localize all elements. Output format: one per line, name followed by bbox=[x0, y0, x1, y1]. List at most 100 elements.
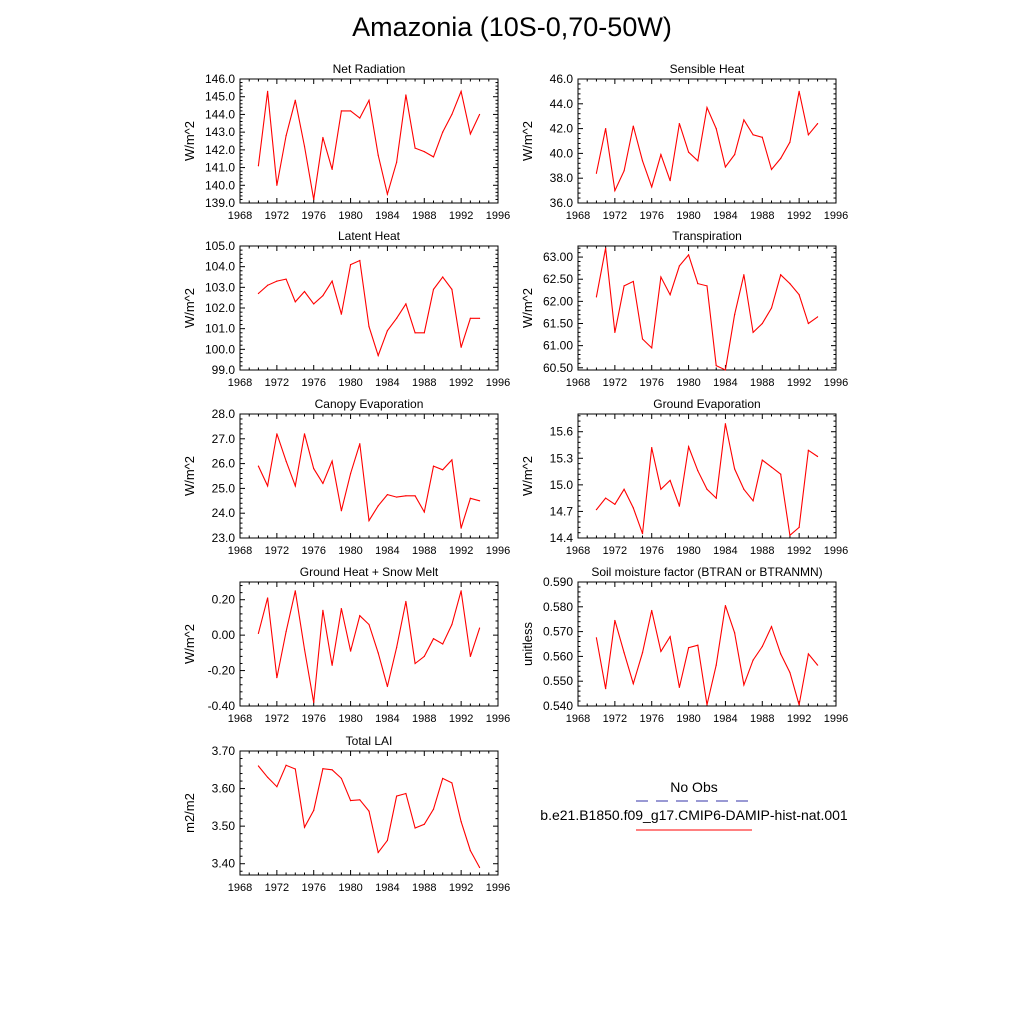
data-point bbox=[442, 131, 444, 133]
y-tick-label: 24.0 bbox=[212, 506, 236, 520]
data-point bbox=[285, 278, 287, 280]
data-point bbox=[743, 684, 745, 686]
data-point bbox=[451, 113, 453, 116]
data-point bbox=[651, 447, 653, 449]
data-point bbox=[303, 290, 306, 293]
data-point bbox=[641, 338, 644, 340]
data-point bbox=[294, 768, 296, 770]
y-tick-label: 99.0 bbox=[212, 363, 236, 377]
x-tick-label: 1968 bbox=[566, 210, 590, 222]
data-point bbox=[706, 106, 708, 109]
panel-title: Ground Heat + Snow Melt bbox=[300, 565, 439, 579]
data-point bbox=[478, 113, 481, 116]
data-point bbox=[789, 141, 791, 143]
plot-frame bbox=[577, 78, 837, 204]
data-point bbox=[614, 503, 616, 505]
data-point bbox=[414, 662, 416, 665]
x-tick-label: 1984 bbox=[713, 210, 737, 222]
x-tick-label: 1980 bbox=[676, 377, 700, 389]
data-point bbox=[789, 283, 791, 285]
data-point bbox=[780, 157, 782, 159]
data-point bbox=[322, 295, 324, 297]
x-tick-label: 1980 bbox=[338, 882, 362, 894]
panel-ground-heat-snow-melt: Ground Heat + Snow Melt 1968 1972 1976 1980 1… bbox=[182, 565, 510, 725]
x-tick-label: 1988 bbox=[412, 713, 436, 725]
x-tick-label: 1992 bbox=[449, 713, 473, 725]
data-point bbox=[257, 165, 260, 167]
x-tick-label: 1972 bbox=[265, 377, 289, 389]
data-point bbox=[257, 765, 260, 767]
data-point bbox=[697, 644, 699, 646]
data-point bbox=[678, 505, 680, 507]
data-point bbox=[807, 449, 809, 451]
data-point bbox=[405, 303, 407, 305]
data-point bbox=[669, 635, 671, 638]
x-tick-label: 1988 bbox=[750, 210, 774, 222]
x-tick-label: 1980 bbox=[338, 377, 362, 389]
data-point bbox=[761, 136, 763, 138]
y-tick-label: 60.50 bbox=[543, 361, 573, 375]
data-point bbox=[257, 465, 260, 467]
data-point bbox=[442, 469, 444, 471]
data-point bbox=[715, 128, 717, 130]
data-point bbox=[340, 110, 342, 112]
plot-frame bbox=[577, 581, 837, 707]
x-tick-label: 1992 bbox=[787, 210, 811, 222]
data-point bbox=[752, 500, 754, 502]
data-point bbox=[743, 119, 745, 121]
data-point bbox=[414, 147, 416, 149]
data-point bbox=[276, 677, 278, 679]
data-point bbox=[386, 839, 389, 842]
data-point bbox=[405, 495, 407, 497]
data-point bbox=[349, 650, 352, 652]
data-point bbox=[377, 851, 379, 854]
data-point bbox=[349, 110, 352, 112]
y-tick-label: 102.0 bbox=[205, 301, 235, 315]
data-point bbox=[396, 317, 398, 319]
data-point bbox=[257, 632, 260, 634]
x-tick-label: 1988 bbox=[750, 377, 774, 389]
x-tick-label: 1984 bbox=[713, 545, 737, 557]
y-tick-label: 36.0 bbox=[550, 196, 574, 210]
data-point bbox=[331, 460, 333, 462]
y-tick-label: 14.7 bbox=[550, 504, 574, 518]
x-tick-label: 1996 bbox=[824, 210, 848, 222]
x-tick-label: 1972 bbox=[265, 545, 289, 557]
x-tick-label: 1984 bbox=[375, 377, 399, 389]
data-point bbox=[469, 849, 471, 852]
data-point bbox=[478, 866, 481, 869]
data-point bbox=[303, 826, 306, 828]
x-tick-label: 1996 bbox=[486, 545, 510, 557]
x-tick-label: 1968 bbox=[566, 713, 590, 725]
data-point bbox=[349, 472, 352, 475]
x-tick-label: 1968 bbox=[228, 210, 252, 222]
data-point bbox=[469, 655, 471, 658]
x-tick-label: 1988 bbox=[412, 377, 436, 389]
data-point bbox=[669, 180, 671, 182]
data-point bbox=[432, 638, 435, 640]
data-point bbox=[478, 500, 481, 502]
data-point bbox=[377, 354, 379, 357]
data-point bbox=[734, 632, 736, 634]
x-tick-label: 1992 bbox=[787, 545, 811, 557]
data-point bbox=[368, 520, 370, 522]
x-tick-label: 1968 bbox=[228, 713, 252, 725]
data-point bbox=[632, 507, 634, 509]
data-point bbox=[678, 686, 680, 689]
y-tick-label: 0.560 bbox=[543, 649, 573, 663]
y-tick-label: 42.0 bbox=[550, 122, 574, 136]
data-point bbox=[724, 423, 727, 425]
data-point bbox=[276, 786, 278, 788]
panel-title: Latent Heat bbox=[338, 229, 401, 243]
y-tick-label: 103.0 bbox=[205, 280, 235, 294]
data-point bbox=[294, 590, 296, 592]
data-point bbox=[267, 90, 269, 92]
y-tick-label: 14.4 bbox=[550, 531, 574, 545]
data-point bbox=[432, 156, 435, 158]
y-tick-label: 27.0 bbox=[212, 432, 236, 446]
panel-title: Total LAI bbox=[346, 734, 393, 748]
x-tick-label: 1972 bbox=[265, 882, 289, 894]
data-point bbox=[687, 446, 690, 448]
data-point bbox=[396, 161, 398, 163]
data-point bbox=[623, 285, 625, 287]
